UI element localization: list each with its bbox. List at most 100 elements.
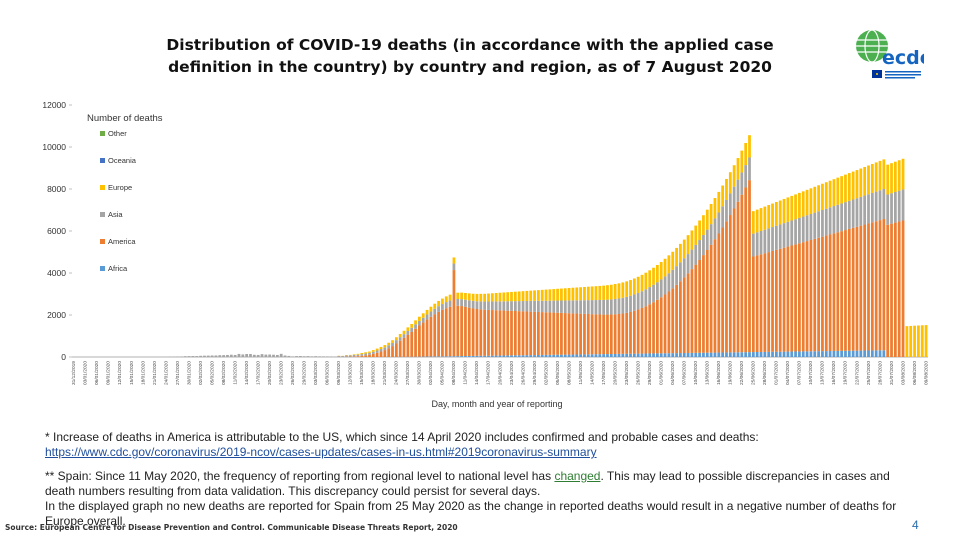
bar-segment-america (801, 242, 805, 352)
bar-segment-america (464, 306, 467, 356)
bar-segment-america (560, 312, 563, 355)
bar-segment-asia (352, 355, 356, 357)
bar-segment-asia (778, 224, 782, 249)
bar-segment-asia (890, 193, 893, 224)
bar-segment-asia (847, 200, 851, 229)
bar-segment-america (521, 311, 525, 356)
bar-segment-asia (840, 203, 844, 232)
bar-segment-america (441, 309, 444, 357)
bar-segment-africa (882, 350, 886, 357)
bar-segment-europe (640, 274, 644, 292)
bar-segment-asia (383, 347, 387, 351)
x-tick-label: 25/07/2020 (866, 361, 872, 385)
bar-segment-africa (748, 352, 751, 357)
bar-segment-asia (226, 354, 229, 357)
bar-segment-europe (874, 162, 878, 192)
bar-segment-asia (264, 354, 268, 357)
bar-segment-asia (870, 192, 874, 223)
bar-segment-africa (832, 350, 836, 357)
bar-segment-america (771, 250, 774, 352)
x-tick-label: 20/02/2020 (267, 361, 273, 385)
x-tick-label: 16/06/2020 (716, 361, 722, 385)
bar-segment-asia (237, 353, 241, 357)
bar-segment-america (671, 288, 675, 354)
legend-label-africa: Africa (108, 264, 128, 273)
y-tick-label: 6000 (47, 226, 66, 236)
bar-segment-america (717, 233, 721, 353)
bar-segment-asia (521, 301, 525, 312)
x-tick-label: 05/05/2020 (555, 361, 561, 385)
x-tick-label: 04/06/2020 (670, 361, 676, 385)
bar-segment-europe (471, 293, 475, 301)
bar-segment-europe (594, 286, 598, 301)
x-tick-label: 28/07/2020 (877, 361, 883, 385)
bar-segment-europe (437, 300, 440, 307)
bar-segment-asia (563, 300, 567, 314)
bar-segment-asia (203, 355, 206, 357)
bar-segment-asia (464, 299, 467, 307)
bar-segment-america (836, 232, 840, 351)
bar-segment-europe (740, 150, 744, 173)
bar-segment-europe (663, 258, 667, 277)
bar-segment-asia (249, 354, 252, 357)
bar-segment-asia (698, 240, 701, 260)
bar-segment-asia (490, 301, 494, 311)
legend-label-other: Other (108, 129, 127, 138)
bar-segment-europe (702, 215, 705, 235)
bar-segment-america (552, 312, 556, 355)
x-tick-label: 04/07/2020 (785, 361, 791, 385)
x-tick-label: 22/07/2020 (854, 361, 860, 385)
bar-segment-europe (847, 173, 851, 201)
bar-segment-europe (675, 247, 678, 267)
bar-segment-europe (563, 288, 567, 301)
x-tick-label: 23/04/2020 (509, 361, 515, 385)
bar-segment-europe (540, 289, 544, 301)
bar-segment-america (360, 355, 364, 357)
bar-segment-africa (560, 354, 563, 357)
bar-segment-africa (494, 355, 498, 357)
x-tick-label: 19/07/2020 (843, 361, 849, 385)
bar-segment-america (475, 309, 479, 356)
bar-segment-africa (594, 354, 598, 357)
bar-segment-asia (694, 244, 698, 265)
bar-segment-africa (663, 353, 667, 357)
bar-segment-africa (525, 355, 529, 357)
bar-segment-asia (279, 353, 283, 357)
bar-segment-europe (467, 293, 471, 301)
bar-segment-asia (828, 207, 832, 235)
x-tick-label: 31/07/2020 (889, 361, 895, 385)
bar-segment-africa (556, 354, 559, 357)
bar-segment-asia (632, 294, 636, 311)
bar-segment-africa (794, 351, 797, 357)
bar-segment-africa (586, 354, 590, 357)
bar-segment-europe (629, 280, 632, 296)
bar-segment-america (406, 334, 410, 357)
bar-segment-america (886, 224, 890, 357)
bar-segment-america (594, 314, 598, 355)
bar-segment-europe (855, 170, 859, 199)
bar-segment-asia (675, 266, 678, 285)
bar-segment-europe (682, 239, 686, 259)
bar-segment-europe (851, 171, 855, 200)
bar-segment-europe (809, 188, 813, 214)
bar-segment-asia (387, 345, 391, 349)
bar-segment-africa (537, 355, 540, 357)
bar-segment-america (882, 219, 886, 351)
changed-link[interactable]: changed (554, 469, 601, 483)
bar-segment-europe (656, 264, 659, 283)
bar-segment-asia (421, 317, 425, 323)
bar-segment-america (759, 254, 763, 352)
bar-segment-asia (371, 351, 375, 354)
bar-segment-europe (836, 177, 840, 205)
ecdc-globe-logo-icon: ecdc (856, 29, 931, 79)
bar-segment-asia (364, 353, 368, 356)
bar-segment-africa (498, 355, 502, 357)
bar-segment-africa (675, 353, 678, 357)
bar-segment-europe (636, 276, 640, 293)
bar-segment-asia (441, 304, 444, 310)
x-tick-label: 10/06/2020 (693, 361, 699, 385)
cdc-link[interactable]: https://www.cdc.gov/coronavirus/2019-nco… (45, 445, 597, 459)
x-tick-label: 08/04/2020 (451, 361, 457, 385)
bar-segment-america (878, 220, 882, 351)
title-line-2: definition in the country) by country an… (168, 58, 772, 76)
